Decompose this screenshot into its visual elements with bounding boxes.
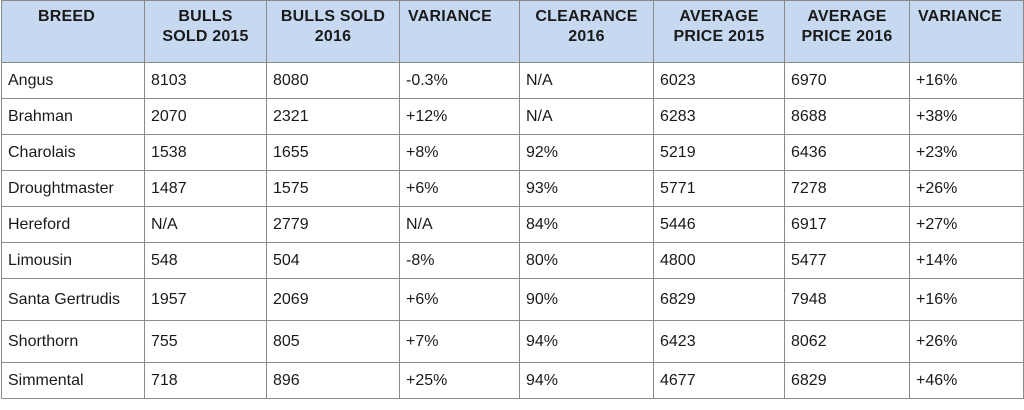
variance-price-cell: +38% bbox=[909, 98, 1024, 135]
clearance-2016-cell: 94% bbox=[519, 362, 654, 399]
average-price-2015-cell: 6423 bbox=[653, 320, 785, 363]
table-row: Charolais 1538 1655 +8% 92% 5219 6436 +23% bbox=[1, 134, 1024, 171]
breed-cell: Hereford bbox=[1, 206, 145, 243]
header-breed: BREED bbox=[1, 0, 145, 63]
variance-sold-cell: +25% bbox=[399, 362, 520, 399]
table-row: Shorthorn 755 805 +7% 94% 6423 8062 +26% bbox=[1, 320, 1024, 363]
clearance-2016-cell: N/A bbox=[519, 62, 654, 99]
variance-price-cell: +16% bbox=[909, 62, 1024, 99]
table-row: Brahman 2070 2321 +12% N/A 6283 8688 +38% bbox=[1, 98, 1024, 135]
bulls-sold-2016-cell: 8080 bbox=[266, 62, 400, 99]
breed-cell: Brahman bbox=[1, 98, 145, 135]
average-price-2016-cell: 6436 bbox=[784, 134, 910, 171]
bulls-sold-2016-cell: 504 bbox=[266, 242, 400, 279]
header-average-price-2016: AVERAGE PRICE 2016 bbox=[784, 0, 910, 63]
breed-cell: Santa Gertrudis bbox=[1, 278, 145, 321]
average-price-2016-cell: 6917 bbox=[784, 206, 910, 243]
header-row: BREED BULLS SOLD 2015 BULLS SOLD 2016 VA… bbox=[1, 0, 1024, 63]
bulls-sold-2015-cell: 1957 bbox=[144, 278, 267, 321]
average-price-2015-cell: 5219 bbox=[653, 134, 785, 171]
clearance-2016-cell: 90% bbox=[519, 278, 654, 321]
variance-sold-cell: N/A bbox=[399, 206, 520, 243]
header-average-price-2015: AVERAGE PRICE 2015 bbox=[653, 0, 785, 63]
variance-price-cell: +46% bbox=[909, 362, 1024, 399]
variance-sold-cell: -8% bbox=[399, 242, 520, 279]
average-price-2015-cell: 6829 bbox=[653, 278, 785, 321]
table-row: Limousin 548 504 -8% 80% 4800 5477 +14% bbox=[1, 242, 1024, 279]
bulls-sold-2015-cell: N/A bbox=[144, 206, 267, 243]
bulls-sold-2015-cell: 1538 bbox=[144, 134, 267, 171]
average-price-2016-cell: 8688 bbox=[784, 98, 910, 135]
clearance-2016-cell: N/A bbox=[519, 98, 654, 135]
breed-cell: Limousin bbox=[1, 242, 145, 279]
breed-sales-table: BREED BULLS SOLD 2015 BULLS SOLD 2016 VA… bbox=[1, 0, 1024, 399]
table-row: Angus 8103 8080 -0.3% N/A 6023 6970 +16% bbox=[1, 62, 1024, 99]
clearance-2016-cell: 92% bbox=[519, 134, 654, 171]
variance-price-cell: +26% bbox=[909, 170, 1024, 207]
table-row: Simmental 718 896 +25% 94% 4677 6829 +46% bbox=[1, 362, 1024, 399]
bulls-sold-2016-cell: 2779 bbox=[266, 206, 400, 243]
variance-price-cell: +27% bbox=[909, 206, 1024, 243]
table-row: Santa Gertrudis 1957 2069 +6% 90% 6829 7948 +16… bbox=[1, 278, 1024, 321]
variance-price-cell: +14% bbox=[909, 242, 1024, 279]
bulls-sold-2015-cell: 718 bbox=[144, 362, 267, 399]
bulls-sold-2016-cell: 805 bbox=[266, 320, 400, 363]
variance-price-cell: +16% bbox=[909, 278, 1024, 321]
bulls-sold-2015-cell: 1487 bbox=[144, 170, 267, 207]
bulls-sold-2015-cell: 2070 bbox=[144, 98, 267, 135]
clearance-2016-cell: 94% bbox=[519, 320, 654, 363]
breed-cell: Shorthorn bbox=[1, 320, 145, 363]
breed-cell: Simmental bbox=[1, 362, 145, 399]
bulls-sold-2016-cell: 896 bbox=[266, 362, 400, 399]
bulls-sold-2016-cell: 2069 bbox=[266, 278, 400, 321]
table-row: Hereford N/A 2779 N/A 84% 5446 6917 +27% bbox=[1, 206, 1024, 243]
average-price-2016-cell: 7278 bbox=[784, 170, 910, 207]
variance-price-cell: +23% bbox=[909, 134, 1024, 171]
average-price-2016-cell: 7948 bbox=[784, 278, 910, 321]
variance-price-cell: +26% bbox=[909, 320, 1024, 363]
average-price-2016-cell: 6970 bbox=[784, 62, 910, 99]
clearance-2016-cell: 80% bbox=[519, 242, 654, 279]
average-price-2015-cell: 5446 bbox=[653, 206, 785, 243]
variance-sold-cell: +6% bbox=[399, 278, 520, 321]
table-body: Angus 8103 8080 -0.3% N/A 6023 6970 +16% Brahman… bbox=[1, 62, 1024, 399]
header-clearance-2016: CLEARANCE 2016 bbox=[519, 0, 654, 63]
header-bulls-sold-2015: BULLS SOLD 2015 bbox=[144, 0, 267, 63]
clearance-2016-cell: 93% bbox=[519, 170, 654, 207]
variance-sold-cell: +7% bbox=[399, 320, 520, 363]
variance-sold-cell: -0.3% bbox=[399, 62, 520, 99]
variance-sold-cell: +6% bbox=[399, 170, 520, 207]
table-header: BREED BULLS SOLD 2015 BULLS SOLD 2016 VA… bbox=[1, 0, 1024, 63]
header-bulls-sold-2016: BULLS SOLD 2016 bbox=[266, 0, 400, 63]
average-price-2015-cell: 4677 bbox=[653, 362, 785, 399]
variance-sold-cell: +12% bbox=[399, 98, 520, 135]
header-variance-price: VARIANCE bbox=[909, 0, 1024, 63]
bulls-sold-2015-cell: 755 bbox=[144, 320, 267, 363]
bulls-sold-2016-cell: 2321 bbox=[266, 98, 400, 135]
average-price-2016-cell: 5477 bbox=[784, 242, 910, 279]
average-price-2016-cell: 8062 bbox=[784, 320, 910, 363]
header-variance-sold: VARIANCE bbox=[399, 0, 520, 63]
breed-cell: Angus bbox=[1, 62, 145, 99]
average-price-2016-cell: 6829 bbox=[784, 362, 910, 399]
bulls-sold-2015-cell: 548 bbox=[144, 242, 267, 279]
bulls-sold-2016-cell: 1655 bbox=[266, 134, 400, 171]
average-price-2015-cell: 5771 bbox=[653, 170, 785, 207]
variance-sold-cell: +8% bbox=[399, 134, 520, 171]
breed-cell: Droughtmaster bbox=[1, 170, 145, 207]
average-price-2015-cell: 4800 bbox=[653, 242, 785, 279]
bulls-sold-2016-cell: 1575 bbox=[266, 170, 400, 207]
bulls-sold-2015-cell: 8103 bbox=[144, 62, 267, 99]
clearance-2016-cell: 84% bbox=[519, 206, 654, 243]
table-row: Droughtmaster 1487 1575 +6% 93% 5771 7278 +26% bbox=[1, 170, 1024, 207]
average-price-2015-cell: 6023 bbox=[653, 62, 785, 99]
breed-cell: Charolais bbox=[1, 134, 145, 171]
average-price-2015-cell: 6283 bbox=[653, 98, 785, 135]
